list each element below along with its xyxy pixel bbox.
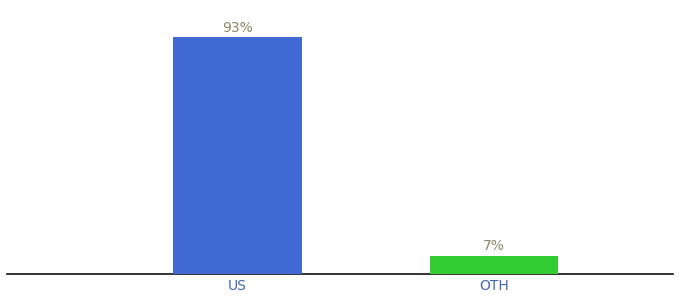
Text: 93%: 93%	[222, 21, 253, 35]
Bar	[173, 38, 301, 274]
Bar	[430, 256, 558, 274]
Text: 7%: 7%	[483, 239, 505, 253]
